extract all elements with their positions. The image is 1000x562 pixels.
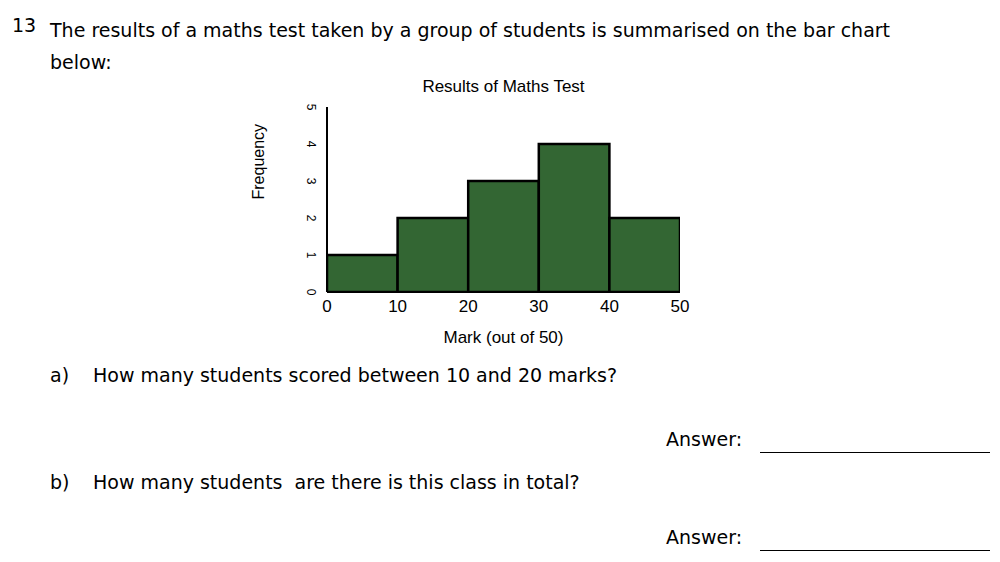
html-text:a): a) bbox=[50, 364, 70, 386]
svg-text:0: 0 bbox=[322, 297, 331, 316]
svg-text:Frequency: Frequency bbox=[250, 124, 267, 200]
html-text:Answer:: Answer: bbox=[666, 428, 742, 450]
html-text:Answer:: Answer: bbox=[666, 526, 742, 548]
svg-text:2: 2 bbox=[304, 215, 318, 222]
svg-text:3: 3 bbox=[304, 178, 318, 185]
svg-text:50: 50 bbox=[671, 297, 690, 316]
svg-text:5: 5 bbox=[304, 104, 318, 111]
html-text:Results of Maths Test: Results of Maths Test bbox=[422, 77, 585, 96]
svg-text:30: 30 bbox=[529, 297, 548, 316]
html-text:b): b) bbox=[50, 471, 70, 493]
svg-text:1: 1 bbox=[304, 252, 318, 259]
svg-text:20: 20 bbox=[459, 297, 478, 316]
html-text:13: 13 bbox=[12, 14, 37, 36]
svg-text:4: 4 bbox=[304, 141, 318, 148]
svg-text:Mark (out of 50): Mark (out of 50) bbox=[444, 328, 564, 347]
html-text:How many students scored betwe: How many students scored between 10 and … bbox=[93, 364, 618, 386]
html-text:The results of a maths test ta: The results of a maths test taken by a g… bbox=[50, 19, 890, 73]
svg-text:40: 40 bbox=[600, 297, 619, 316]
svg-text:10: 10 bbox=[388, 297, 407, 316]
html-text:How many students are there is: How many students are there is this clas… bbox=[93, 471, 580, 493]
svg-text:0: 0 bbox=[304, 289, 318, 296]
